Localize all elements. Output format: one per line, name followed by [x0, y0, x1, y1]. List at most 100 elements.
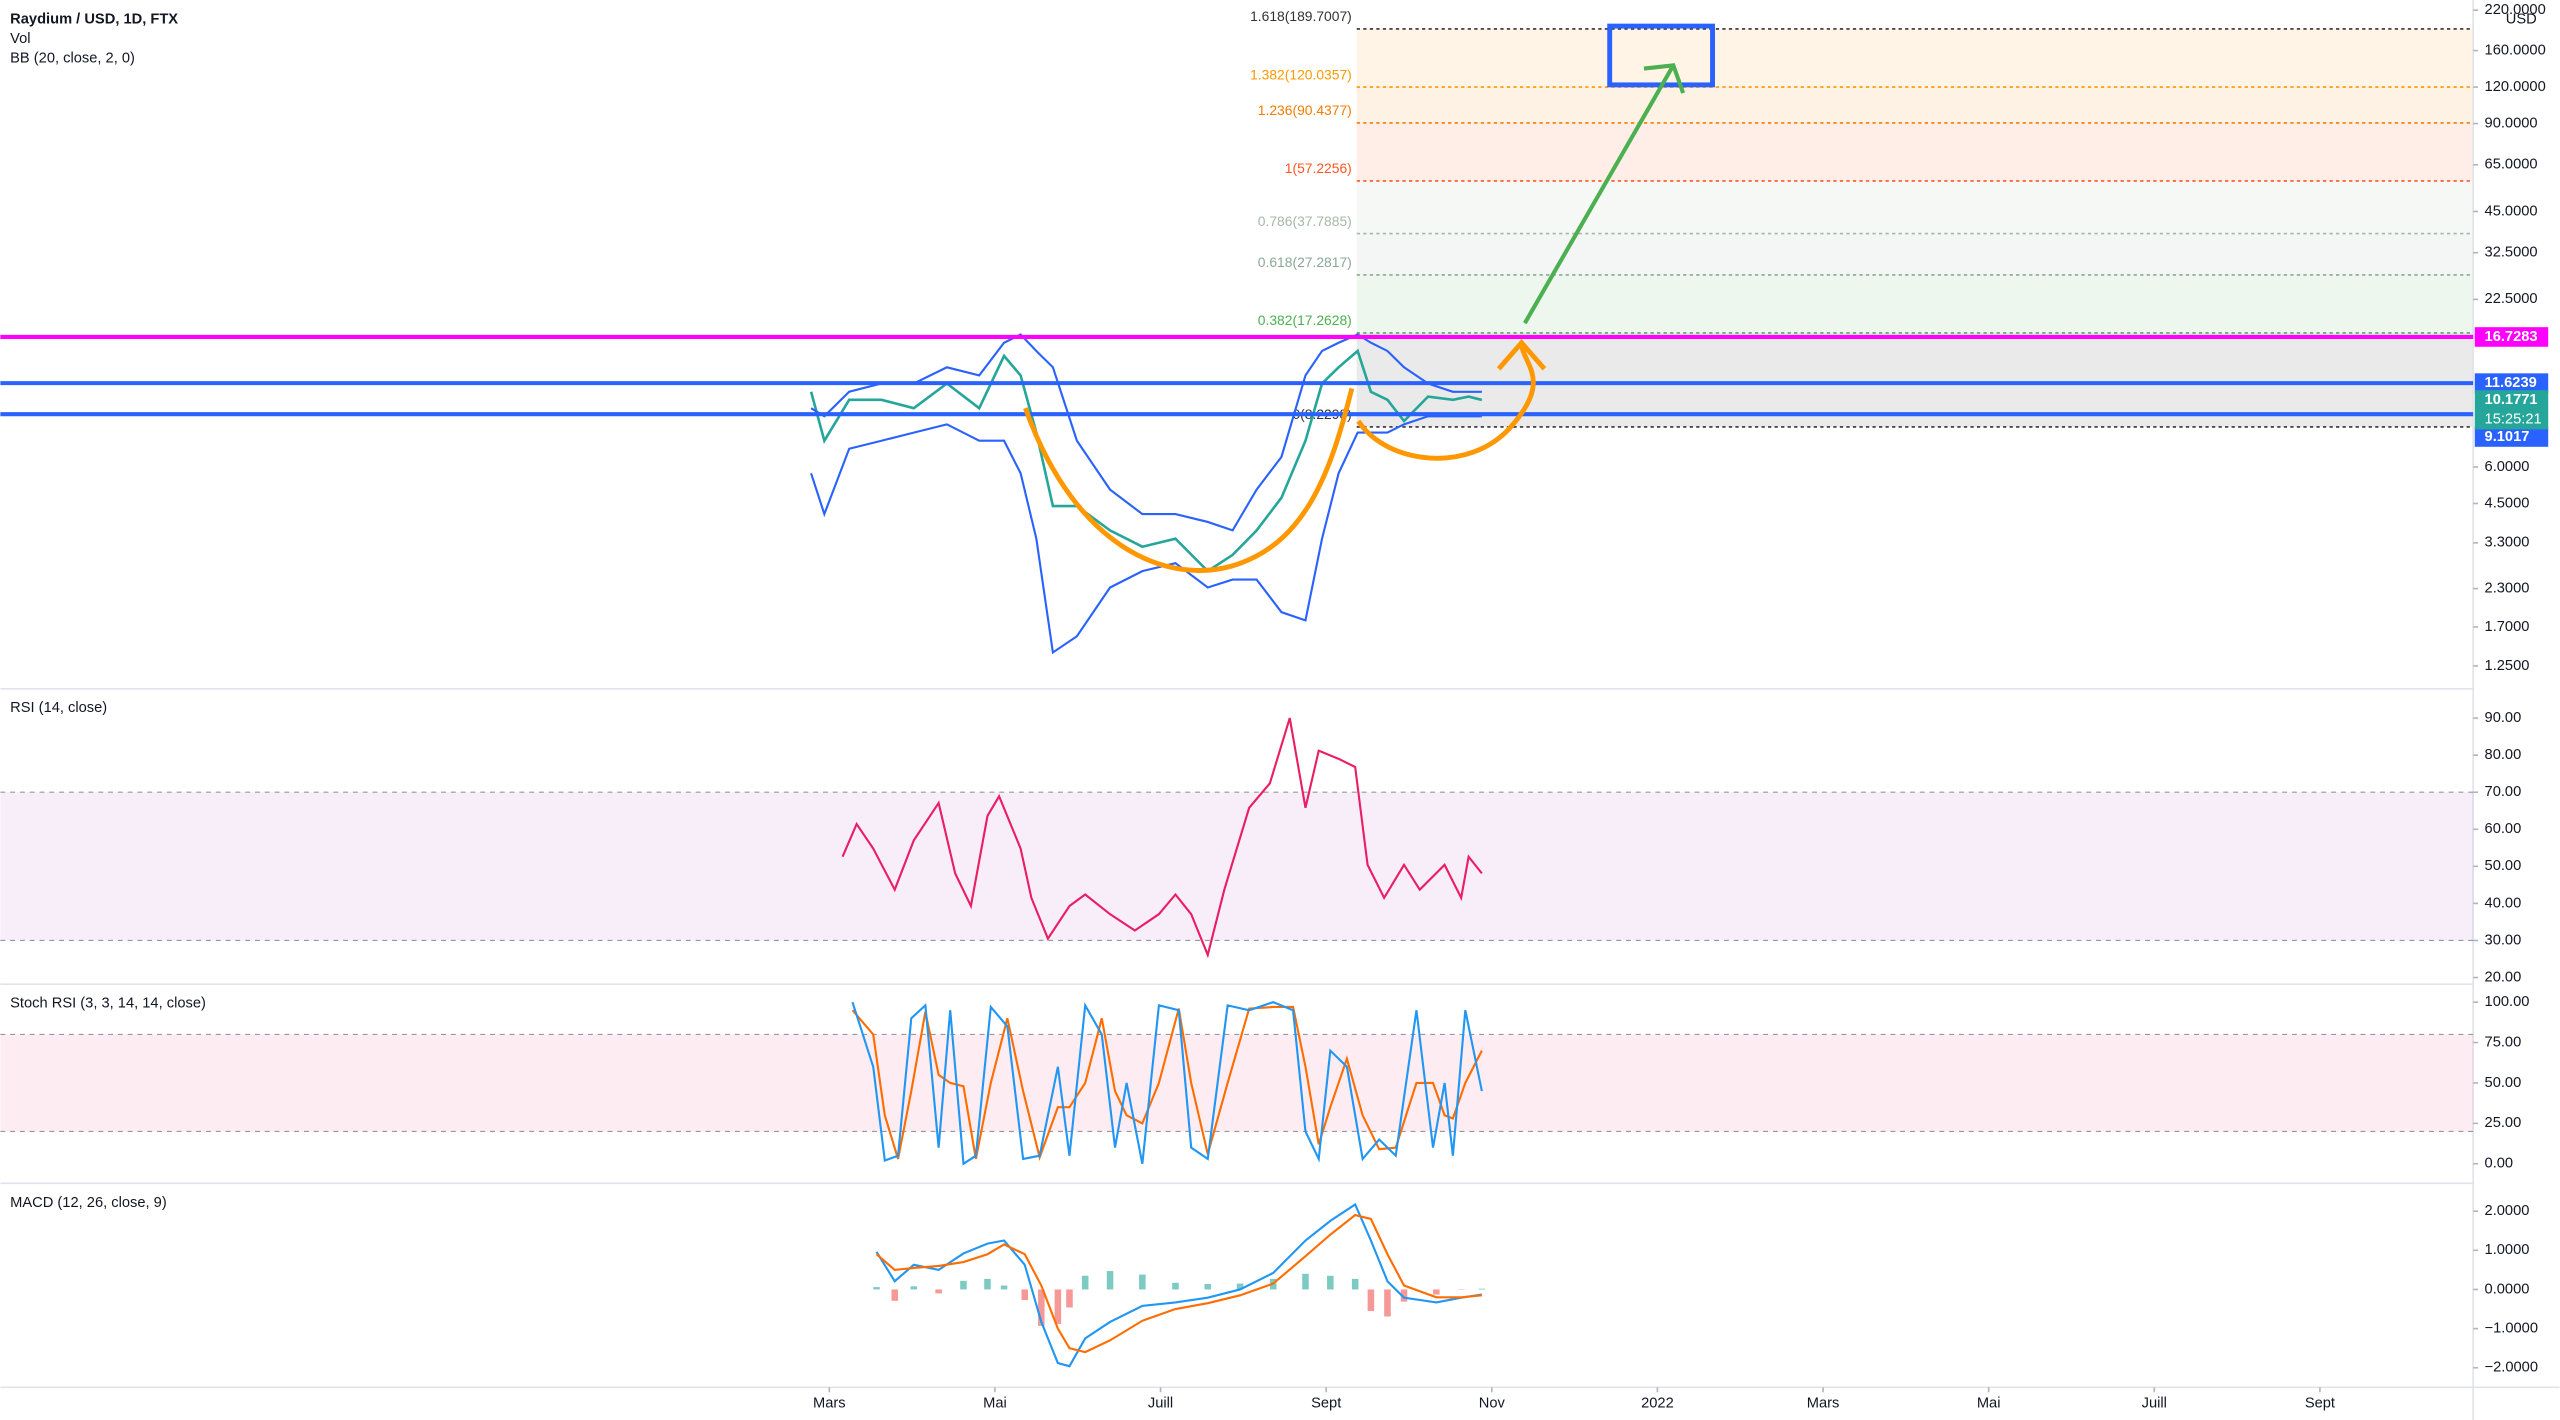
histogram-bar [873, 1287, 880, 1290]
histogram-bar [1384, 1289, 1391, 1317]
fib-label: 1.618(189.7007) [1250, 8, 1352, 24]
y-tick-label: 1.2500 [2485, 658, 2530, 674]
y-tick-label: 1.0000 [2485, 1242, 2530, 1258]
histogram-bar [1302, 1273, 1309, 1290]
y-tick-label: 160.0000 [2485, 42, 2546, 58]
x-tick-label: Mars [1807, 1396, 1840, 1412]
histogram-bar [1400, 1289, 1408, 1302]
fib-label: 1.236(90.4377) [1258, 102, 1352, 118]
y-tick-label: 32.5000 [2485, 245, 2538, 261]
histogram-bar [891, 1289, 898, 1301]
histogram-bar [1000, 1285, 1008, 1290]
y-tick-label: 80.00 [2485, 747, 2522, 763]
histogram-bar [1478, 1288, 1486, 1290]
pane-title: Stoch RSI (3, 3, 14, 14, close) [10, 996, 206, 1012]
histogram-bar [1236, 1283, 1244, 1290]
histogram-bar [1204, 1283, 1212, 1290]
x-tick-label: 2022 [1641, 1396, 1674, 1412]
y-tick-label: 1.7000 [2485, 619, 2530, 635]
series-line [875, 1202, 1483, 1368]
y-tick-label: 22.5000 [2485, 291, 2538, 307]
countdown-label: 15:25:21 [2485, 411, 2542, 427]
fib-zone [1356, 332, 2474, 427]
y-tick-label: 4.5000 [2485, 495, 2530, 511]
pane-title: RSI (14, close) [10, 700, 107, 716]
fib-zone [1356, 122, 2474, 181]
y-tick-label: 50.00 [2485, 1075, 2522, 1091]
fib-zone [1356, 87, 2474, 123]
price-label: 11.6239 [2485, 375, 2537, 391]
currency-label: USD [2506, 11, 2537, 27]
x-tick-label: Sept [1311, 1396, 1341, 1412]
y-tick-label: −2.0000 [2485, 1360, 2538, 1376]
price-label-box [2474, 327, 2549, 347]
y-tick-label: 90.00 [2485, 710, 2522, 726]
histogram-bar [935, 1289, 942, 1294]
y-tick-label: 2.0000 [2485, 1203, 2530, 1219]
x-tick-label: Nov [1479, 1396, 1506, 1412]
y-tick-label: 50.00 [2485, 858, 2522, 874]
y-tick-label: 40.00 [2485, 895, 2522, 911]
fib-label: 0.786(37.7885) [1258, 213, 1352, 229]
fib-zone [1356, 233, 2474, 275]
y-tick-label: 45.0000 [2485, 203, 2538, 219]
histogram-bar [1139, 1274, 1146, 1290]
histogram-bar [1327, 1275, 1334, 1290]
series-line [851, 1001, 1483, 1166]
price-label-box [2474, 427, 2549, 447]
fib-label: 0.618(27.2817) [1258, 254, 1352, 270]
y-tick-label: 20.00 [2485, 969, 2522, 985]
fib-label: 0.382(17.2628) [1258, 312, 1352, 328]
fib-zones [1356, 28, 2474, 427]
y-tick-label: 0.00 [2485, 1156, 2514, 1172]
fib-zone [1356, 28, 2474, 88]
histogram-bar [1081, 1275, 1089, 1290]
y-tick-label: 3.3000 [2485, 535, 2530, 551]
arrow-head [1643, 63, 1686, 94]
series-line [841, 717, 1483, 959]
x-tick-label: Juill [2142, 1396, 2167, 1412]
x-tick-label: Sept [2305, 1396, 2335, 1412]
y-tick-label: 100.00 [2485, 994, 2530, 1010]
series-line [851, 1005, 1483, 1161]
fib-zone [1356, 180, 2474, 234]
y-tick-label: 25.00 [2485, 1115, 2522, 1131]
histogram-bar [1038, 1289, 1045, 1326]
symbol-title: Raydium / USD, 1D, FTX [10, 11, 178, 27]
y-tick-label: 70.00 [2485, 784, 2522, 800]
y-tick-label: 220.0000 [2485, 2, 2546, 18]
y-tick-label: 65.0000 [2485, 157, 2538, 173]
x-tick-label: Juill [1148, 1396, 1173, 1412]
histogram-bar [960, 1280, 967, 1290]
y-tick-label: −1.0000 [2485, 1320, 2538, 1336]
handle-curve [1356, 345, 1536, 461]
price-label: 16.7283 [2485, 329, 2538, 345]
histogram-bar [910, 1286, 918, 1290]
x-tick-label: Mars [813, 1396, 846, 1412]
y-tick-label: 120.0000 [2485, 79, 2546, 95]
histogram-bar [1367, 1289, 1375, 1311]
y-tick-label: 30.00 [2485, 932, 2522, 948]
price-label-box [2474, 373, 2549, 393]
arrow-head [1496, 339, 1547, 371]
cup-curve [1023, 387, 1355, 573]
last-price-label: 10.1771 [2485, 392, 2538, 408]
y-tick-label: 6.0000 [2485, 459, 2530, 475]
histogram-bar [1351, 1278, 1359, 1290]
fib-label: 1(57.2256) [1285, 160, 1352, 176]
band [0, 792, 2474, 941]
x-tick-label: Mai [1977, 1396, 2001, 1412]
x-tick-label: Mai [983, 1396, 1007, 1412]
fib-label: 1.382(120.0357) [1250, 66, 1352, 82]
indicator-label: BB (20, close, 2, 0) [10, 51, 135, 67]
series-line [810, 333, 1482, 532]
histogram-bar [1066, 1289, 1073, 1308]
y-tick-label: 2.3000 [2485, 580, 2530, 596]
y-tick-label: 90.0000 [2485, 115, 2538, 131]
histogram-bar [1021, 1289, 1029, 1301]
last-price-box [2474, 390, 2549, 430]
fib-zone [1356, 274, 2474, 333]
histogram-bar [984, 1278, 991, 1290]
price-label: 9.1017 [2485, 429, 2530, 445]
